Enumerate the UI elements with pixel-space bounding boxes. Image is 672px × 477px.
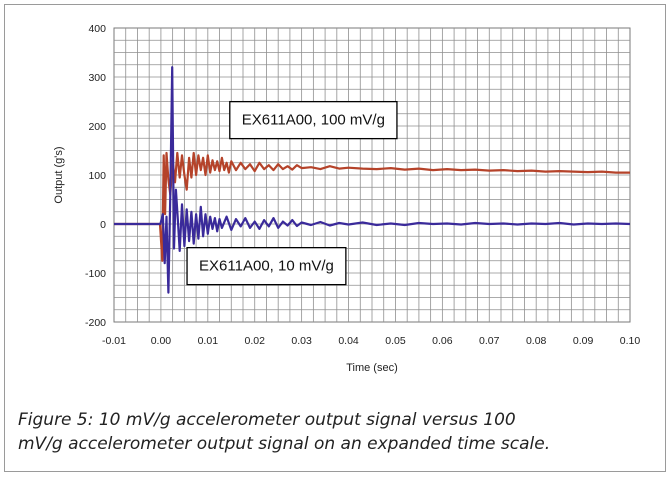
x-tick-label: 0.04 xyxy=(338,335,359,347)
y-tick-label: -100 xyxy=(85,268,106,280)
y-axis-label: Output (g's) xyxy=(53,146,65,203)
x-tick-label: -0.01 xyxy=(102,335,126,347)
x-axis-label: Time (sec) xyxy=(346,362,398,374)
x-tick-label: 0.00 xyxy=(151,335,172,347)
y-tick-label: 200 xyxy=(88,121,106,133)
chart: -0.01 0.00 0.01 0.02 0.03 0.04 0.05 0.06 0.07 0.0… xyxy=(53,23,640,374)
x-tick-label: 0.06 xyxy=(432,335,453,347)
x-tick-label: 0.05 xyxy=(385,335,406,347)
annotation-box xyxy=(186,246,347,286)
y-tick-labels: -200 -100 0 100 200 300 400 xyxy=(85,23,106,329)
y-tick-label: 300 xyxy=(88,72,106,84)
y-tick-label: -200 xyxy=(85,317,106,329)
x-tick-label: 0.10 xyxy=(620,335,641,347)
annotation-2: EX611A00, 10 mV/g xyxy=(186,246,347,286)
caption-line-2: mV/g accelerometer output signal on an e… xyxy=(18,434,551,454)
y-tick-label: 100 xyxy=(88,170,106,182)
series-line-2 xyxy=(114,66,631,294)
x-tick-label: 0.02 xyxy=(245,335,266,347)
annotation-box xyxy=(229,100,398,140)
x-tick-label: 0.03 xyxy=(291,335,312,347)
x-tick-label: 0.08 xyxy=(526,335,547,347)
x-tick-label: 0.01 xyxy=(198,335,219,347)
annotation-1: EX611A00, 100 mV/g xyxy=(229,100,398,140)
annotations: EX611A00, 100 mV/g EX611A00, 10 mV/g xyxy=(186,100,398,286)
annotation-text: EX611A00, 10 mV/g xyxy=(199,258,334,275)
y-tick-label: 0 xyxy=(100,219,106,231)
figure-caption: Figure 5: 10 mV/g accelerometer output s… xyxy=(18,408,658,456)
x-tick-labels: -0.01 0.00 0.01 0.02 0.03 0.04 0.05 0.06 0.07 0.0… xyxy=(102,335,640,347)
x-tick-label: 0.09 xyxy=(573,335,594,347)
series-line-1 xyxy=(114,151,630,262)
x-tick-label: 0.07 xyxy=(479,335,500,347)
annotation-text: EX611A00, 100 mV/g xyxy=(242,112,385,129)
y-tick-label: 400 xyxy=(88,23,106,35)
series-group xyxy=(114,66,631,294)
caption-line-1: Figure 5: 10 mV/g accelerometer output s… xyxy=(18,410,516,430)
